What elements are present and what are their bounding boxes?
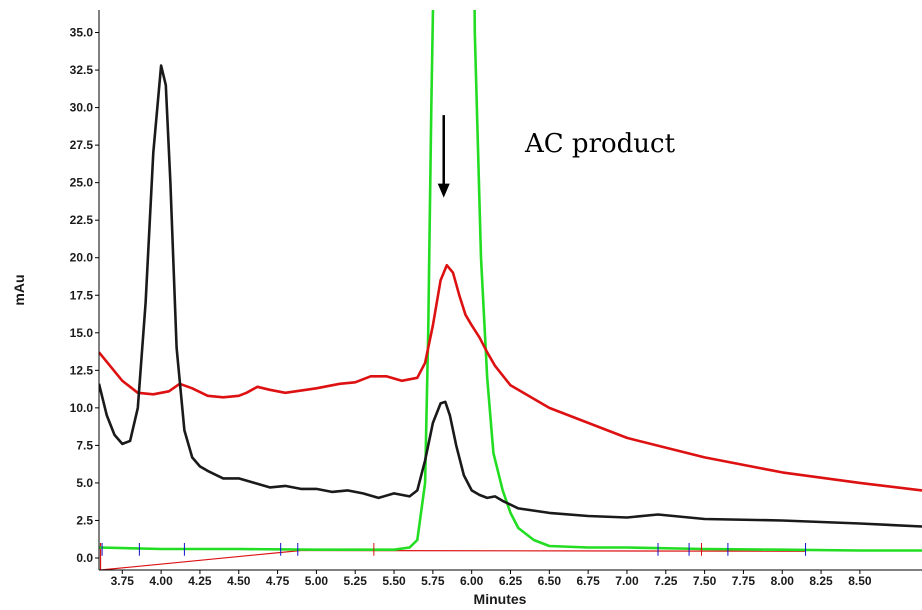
x-tick-label: 5.25: [344, 574, 368, 588]
y-tick-label: 15.0: [70, 326, 94, 340]
y-tick-label: 25.0: [70, 176, 94, 190]
x-tick-label: 7.50: [693, 574, 717, 588]
y-tick-label: 22.5: [70, 213, 94, 227]
x-tick-label: 8.50: [848, 574, 872, 588]
x-tick-label: 5.50: [382, 574, 406, 588]
series-line-2: [99, 64, 922, 528]
series-line-1: [99, 263, 922, 492]
y-tick-label: 5.0: [76, 476, 93, 490]
y-axis-title: mAu: [11, 274, 27, 305]
x-tick-label: 4.75: [266, 574, 290, 588]
series-line-0: [99, 10, 922, 552]
x-tick-label: 8.00: [771, 574, 795, 588]
x-tick-label: 7.00: [615, 574, 639, 588]
integration-baseline: [100, 549, 301, 570]
y-tick-label: 2.5: [76, 513, 93, 527]
x-tick-label: 4.50: [227, 574, 251, 588]
x-tick-label: 7.25: [654, 574, 678, 588]
y-tick-label: 10.0: [70, 401, 94, 415]
x-axis-ticks: 3.75 4.00 4.25 4.50 4.75 5.00 5.25 5.50 5.75 6.00…: [111, 570, 872, 588]
annotation-layer: AC product: [437, 115, 676, 198]
x-tick-label: 6.00: [460, 574, 484, 588]
x-tick-label: 4.25: [188, 574, 212, 588]
y-tick-label: 20.0: [70, 251, 94, 265]
y-tick-label: 35.0: [70, 26, 94, 40]
x-tick-label: 7.75: [732, 574, 756, 588]
annotation-label: AC product: [524, 129, 676, 159]
x-tick-label: 4.00: [149, 574, 173, 588]
y-axis-ticks: 0.0 2.5 5.0 7.5 10.0 12.5 15.0 17.5 20.0 22.5 25.0…: [70, 26, 99, 565]
y-tick-label: 0.0: [76, 551, 93, 565]
annotation-arrowhead: [437, 183, 450, 198]
x-tick-label: 8.25: [809, 574, 833, 588]
x-tick-label: 3.75: [111, 574, 135, 588]
x-tick-label: 6.25: [499, 574, 523, 588]
x-axis-title: Minutes: [474, 591, 527, 607]
y-tick-label: 32.5: [70, 63, 94, 77]
y-tick-label: 7.5: [76, 438, 93, 452]
x-tick-label: 5.75: [421, 574, 445, 588]
y-tick-label: 17.5: [70, 288, 94, 302]
y-tick-label: 27.5: [70, 138, 94, 152]
x-tick-label: 5.00: [305, 574, 329, 588]
plot-frame: [98, 10, 922, 571]
y-tick-label: 30.0: [70, 101, 94, 115]
x-tick-label: 6.75: [576, 574, 600, 588]
y-tick-label: 12.5: [70, 363, 94, 377]
x-tick-label: 6.50: [538, 574, 562, 588]
series-layer: [99, 10, 922, 570]
